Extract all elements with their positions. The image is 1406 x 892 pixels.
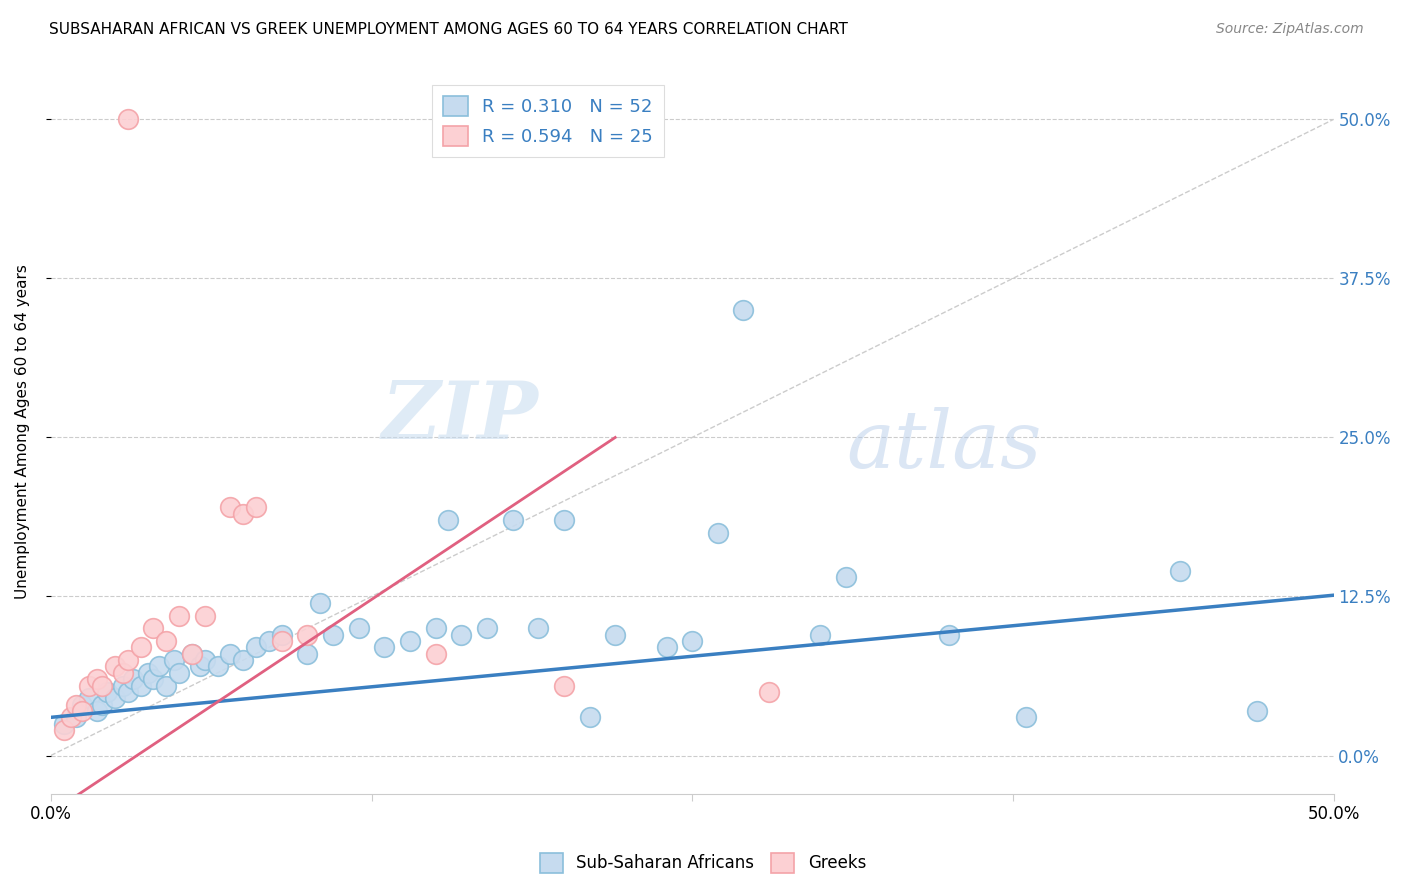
Point	[835, 570, 858, 584]
Point	[136, 665, 159, 680]
Point	[91, 679, 114, 693]
Point	[527, 621, 550, 635]
Point	[188, 659, 211, 673]
Point	[553, 679, 575, 693]
Point	[232, 507, 254, 521]
Point	[142, 621, 165, 635]
Point	[155, 634, 177, 648]
Point	[117, 112, 139, 127]
Point	[373, 640, 395, 655]
Point	[70, 704, 93, 718]
Point	[181, 647, 204, 661]
Point	[167, 665, 190, 680]
Point	[111, 665, 134, 680]
Point	[707, 525, 730, 540]
Point	[194, 653, 217, 667]
Text: atlas: atlas	[846, 407, 1042, 484]
Point	[938, 627, 960, 641]
Point	[578, 710, 600, 724]
Point	[52, 723, 75, 737]
Legend: Sub-Saharan Africans, Greeks: Sub-Saharan Africans, Greeks	[533, 847, 873, 880]
Point	[60, 710, 83, 724]
Point	[70, 698, 93, 712]
Point	[347, 621, 370, 635]
Point	[245, 640, 267, 655]
Point	[297, 627, 319, 641]
Point	[437, 513, 460, 527]
Point	[79, 679, 101, 693]
Point	[270, 627, 292, 641]
Point	[167, 608, 190, 623]
Point	[96, 685, 118, 699]
Point	[655, 640, 678, 655]
Point	[322, 627, 344, 641]
Point	[232, 653, 254, 667]
Point	[605, 627, 627, 641]
Point	[104, 659, 127, 673]
Point	[65, 710, 87, 724]
Point	[111, 679, 134, 693]
Point	[681, 634, 703, 648]
Point	[309, 596, 332, 610]
Point	[425, 621, 447, 635]
Point	[297, 647, 319, 661]
Point	[117, 685, 139, 699]
Point	[86, 672, 108, 686]
Point	[148, 659, 170, 673]
Point	[86, 704, 108, 718]
Text: Source: ZipAtlas.com: Source: ZipAtlas.com	[1216, 22, 1364, 37]
Legend: R = 0.310   N = 52, R = 0.594   N = 25: R = 0.310 N = 52, R = 0.594 N = 25	[432, 85, 664, 157]
Point	[79, 691, 101, 706]
Point	[553, 513, 575, 527]
Point	[142, 672, 165, 686]
Point	[219, 647, 242, 661]
Text: SUBSAHARAN AFRICAN VS GREEK UNEMPLOYMENT AMONG AGES 60 TO 64 YEARS CORRELATION C: SUBSAHARAN AFRICAN VS GREEK UNEMPLOYMENT…	[49, 22, 848, 37]
Point	[104, 691, 127, 706]
Point	[399, 634, 422, 648]
Text: ZIP: ZIP	[381, 378, 538, 455]
Point	[450, 627, 472, 641]
Point	[155, 679, 177, 693]
Y-axis label: Unemployment Among Ages 60 to 64 years: Unemployment Among Ages 60 to 64 years	[15, 264, 30, 599]
Point	[1246, 704, 1268, 718]
Point	[52, 716, 75, 731]
Point	[181, 647, 204, 661]
Point	[129, 640, 152, 655]
Point	[1014, 710, 1036, 724]
Point	[129, 679, 152, 693]
Point	[270, 634, 292, 648]
Point	[502, 513, 524, 527]
Point	[758, 685, 780, 699]
Point	[219, 500, 242, 515]
Point	[122, 672, 145, 686]
Point	[810, 627, 832, 641]
Point	[425, 647, 447, 661]
Point	[207, 659, 229, 673]
Point	[733, 303, 755, 318]
Point	[257, 634, 280, 648]
Point	[117, 653, 139, 667]
Point	[245, 500, 267, 515]
Point	[91, 698, 114, 712]
Point	[1168, 564, 1191, 578]
Point	[65, 698, 87, 712]
Point	[194, 608, 217, 623]
Point	[475, 621, 498, 635]
Point	[163, 653, 186, 667]
